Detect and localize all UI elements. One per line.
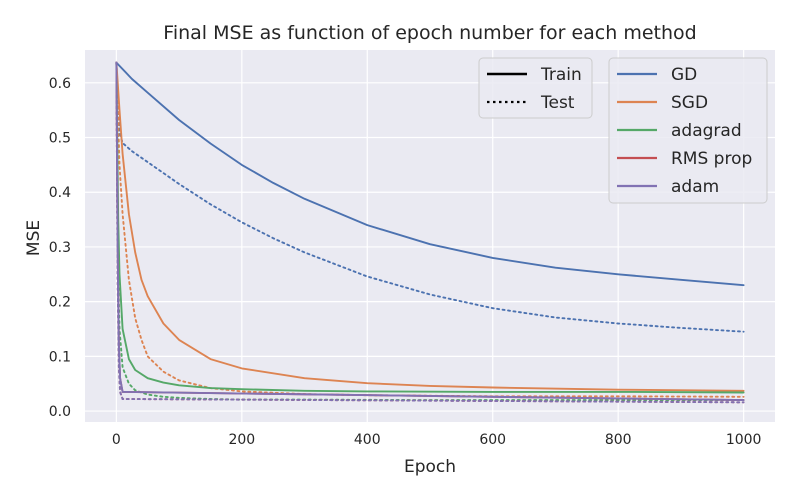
legend-methods: GD SGD adagrad RMS prop adam	[608, 57, 768, 204]
chart-title: Final MSE as function of epoch number fo…	[163, 22, 696, 44]
legend-label-test: Test	[540, 93, 575, 113]
legend-label-adagrad: adagrad	[671, 121, 742, 141]
series-sgd-train	[115, 61, 745, 392]
y-tick-label: 0.5	[49, 131, 71, 147]
y-tick-label: 0.0	[49, 404, 71, 420]
legend-label-gd: GD	[671, 65, 697, 85]
legend-label-rms-prop: RMS prop	[671, 149, 752, 169]
x-tick-label: 0	[112, 432, 121, 448]
x-tick-label: 1000	[726, 432, 762, 448]
y-tick-label: 0.1	[49, 349, 71, 365]
legend-label-sgd: SGD	[671, 93, 708, 113]
x-axis-label: Epoch	[404, 457, 456, 477]
x-tick-label: 600	[479, 432, 506, 448]
x-tick-label: 200	[228, 432, 255, 448]
legend-label-train: Train	[540, 65, 582, 85]
tick-labels: 0 200 400 600 800 1000 0.0 0.1 0.2 0.3 0.4 0.5 0.6	[49, 76, 762, 448]
series-adagrad-test	[115, 61, 745, 402]
series-lines	[115, 61, 745, 404]
y-tick-label: 0.6	[49, 76, 71, 92]
series-adam-test	[115, 61, 745, 404]
x-tick-label: 400	[354, 432, 381, 448]
legend-label-adam: adam	[671, 177, 719, 197]
y-axis-label: MSE	[24, 220, 44, 256]
legend-frame	[608, 57, 768, 204]
y-tick-label: 0.2	[49, 295, 71, 311]
x-tick-label: 800	[605, 432, 632, 448]
series-gd-test	[115, 61, 745, 333]
series-gd-train	[115, 61, 745, 287]
y-tick-label: 0.4	[49, 185, 71, 201]
legend-train-test: Train Test	[478, 57, 593, 119]
y-tick-label: 0.3	[49, 240, 71, 256]
series-adagrad-train	[115, 61, 745, 394]
